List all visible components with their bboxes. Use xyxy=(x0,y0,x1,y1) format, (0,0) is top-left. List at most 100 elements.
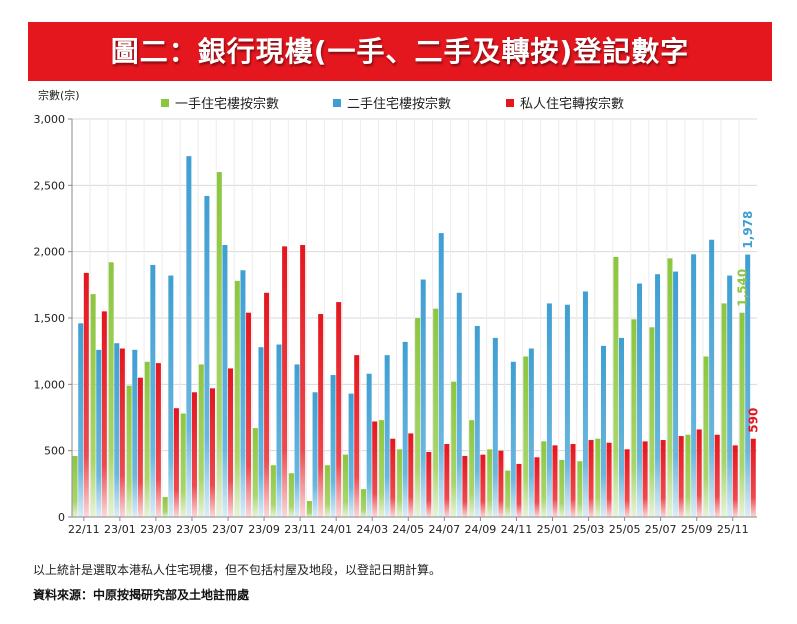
bar-second-hand-23-01 xyxy=(114,343,120,517)
bar-first-hand-23-10 xyxy=(270,465,276,517)
bar-first-hand-22-11 xyxy=(72,455,78,517)
bar-first-hand-25-10 xyxy=(703,356,709,517)
bar-second-hand-25-12 xyxy=(745,254,751,517)
bars xyxy=(72,156,756,518)
y-axis-label: 宗數(宗) xyxy=(38,88,80,102)
bar-transfer-23-02 xyxy=(137,377,143,517)
y-tick-label: 2,500 xyxy=(34,179,66,192)
bar-second-hand-25-11 xyxy=(727,275,733,517)
y-tick-label: 2,000 xyxy=(34,246,66,259)
bar-transfer-23-09 xyxy=(264,292,270,517)
bar-second-hand-24-11 xyxy=(510,361,516,517)
bar-transfer-22-11 xyxy=(83,272,89,517)
bar-transfer-25-05 xyxy=(624,449,630,517)
bar-transfer-25-07 xyxy=(660,440,666,517)
bar-transfer-25-08 xyxy=(678,436,684,517)
bar-first-hand-24-01 xyxy=(324,465,330,517)
bar-first-hand-24-04 xyxy=(379,420,385,517)
bar-chart: 宗數(宗) 一手住宅樓按宗數 二手住宅樓按宗數 私人住宅轉按宗數 0 500 1,0… xyxy=(34,88,761,536)
y-ticks: 0 500 1,000 1,500 2,000 2,500 3,000 xyxy=(34,113,72,524)
bar-second-hand-25-03 xyxy=(582,291,588,517)
bar-first-hand-23-03 xyxy=(144,361,150,517)
bar-first-hand-25-06 xyxy=(631,319,637,517)
bar-first-hand-24-03 xyxy=(361,489,367,517)
y-tick-label: 1,500 xyxy=(34,312,66,325)
legend: 一手住宅樓按宗數 二手住宅樓按宗數 私人住宅轉按宗數 xyxy=(161,96,624,112)
x-tick-label: 25/03 xyxy=(573,523,605,536)
bar-transfer-24-04 xyxy=(390,438,396,517)
bar-second-hand-23-09 xyxy=(258,347,264,517)
bar-second-hand-23-07 xyxy=(222,245,228,517)
bar-transfer-25-01 xyxy=(552,445,558,517)
bar-transfer-23-05 xyxy=(191,392,197,517)
bar-first-hand-24-07 xyxy=(433,308,439,517)
bar-first-hand-25-09 xyxy=(685,434,691,517)
x-tick-label: 24/07 xyxy=(428,523,460,536)
bar-transfer-25-09 xyxy=(696,429,702,517)
bar-first-hand-24-02 xyxy=(343,454,349,517)
x-tick-label: 24/11 xyxy=(501,523,533,536)
bar-second-hand-23-08 xyxy=(240,270,246,517)
bar-transfer-25-12 xyxy=(750,438,756,517)
bar-first-hand-25-11 xyxy=(721,303,727,517)
bar-second-hand-23-11 xyxy=(294,364,300,517)
bar-second-hand-23-03 xyxy=(150,264,156,517)
bar-first-hand-24-06 xyxy=(415,318,421,517)
bar-first-hand-25-02 xyxy=(559,459,565,517)
legend-swatch-second-hand xyxy=(333,99,341,107)
bar-second-hand-24-05 xyxy=(402,341,408,517)
bar-first-hand-23-02 xyxy=(126,385,132,517)
bar-transfer-23-11 xyxy=(300,245,306,517)
bar-transfer-23-01 xyxy=(119,348,125,517)
bar-transfer-24-12 xyxy=(534,457,540,517)
legend-label-second-hand: 二手住宅樓按宗數 xyxy=(347,96,451,112)
bar-first-hand-23-12 xyxy=(306,501,312,517)
bar-second-hand-24-09 xyxy=(474,325,480,517)
bar-second-hand-22-12 xyxy=(96,349,102,517)
bar-transfer-23-10 xyxy=(282,246,288,518)
bar-first-hand-24-09 xyxy=(469,420,475,517)
bar-first-hand-25-01 xyxy=(541,441,547,517)
y-tick-label: 500 xyxy=(44,445,65,458)
bar-second-hand-23-05 xyxy=(186,156,192,517)
y-tick-label: 3,000 xyxy=(34,113,66,126)
x-tick-label: 24/09 xyxy=(465,523,497,536)
bar-transfer-22-12 xyxy=(101,311,107,517)
bar-second-hand-25-01 xyxy=(546,303,552,517)
x-tick-label: 22/11 xyxy=(68,523,100,536)
title-banner: 圖二：銀行現樓(一手、二手及轉按)登記數字 xyxy=(28,22,772,81)
bar-first-hand-23-09 xyxy=(252,428,258,517)
bar-transfer-25-06 xyxy=(642,441,648,517)
grid xyxy=(72,118,757,518)
bar-first-hand-25-05 xyxy=(613,256,619,517)
bar-second-hand-25-06 xyxy=(637,283,643,517)
bar-first-hand-25-04 xyxy=(595,438,601,517)
bar-first-hand-25-07 xyxy=(649,327,655,517)
bar-transfer-23-06 xyxy=(210,388,215,517)
bar-transfer-24-06 xyxy=(426,451,432,517)
bar-first-hand-24-05 xyxy=(397,449,403,517)
footnote: 以上統計是選取本港私人住宅現樓，但不包括村屋及地段，以登記日期計算。 xyxy=(33,563,442,577)
annotations: 1,978 1,540 590 xyxy=(735,211,760,433)
bar-second-hand-24-08 xyxy=(456,292,462,517)
bar-transfer-25-04 xyxy=(606,442,612,517)
bar-first-hand-25-12 xyxy=(739,312,745,517)
bar-second-hand-25-04 xyxy=(600,345,606,517)
y-tick-label: 0 xyxy=(58,511,65,524)
bar-first-hand-23-01 xyxy=(108,262,114,517)
bar-first-hand-23-07 xyxy=(216,172,222,517)
bar-transfer-23-12 xyxy=(318,314,324,517)
bar-transfer-24-09 xyxy=(480,454,486,517)
bar-transfer-23-07 xyxy=(228,368,234,517)
x-tick-label: 24/03 xyxy=(356,523,388,536)
x-tick-label: 25/11 xyxy=(717,523,749,536)
bar-second-hand-24-01 xyxy=(330,375,336,517)
bar-first-hand-23-06 xyxy=(198,364,204,517)
bar-transfer-24-10 xyxy=(498,450,504,517)
bar-second-hand-23-04 xyxy=(168,275,174,517)
bar-second-hand-24-03 xyxy=(366,373,372,517)
source-note: 資料來源：中原按揭研究部及土地註冊處 xyxy=(33,588,250,602)
x-tick-label: 25/05 xyxy=(609,523,641,536)
bar-second-hand-25-05 xyxy=(619,337,624,517)
bar-transfer-23-03 xyxy=(155,363,161,517)
